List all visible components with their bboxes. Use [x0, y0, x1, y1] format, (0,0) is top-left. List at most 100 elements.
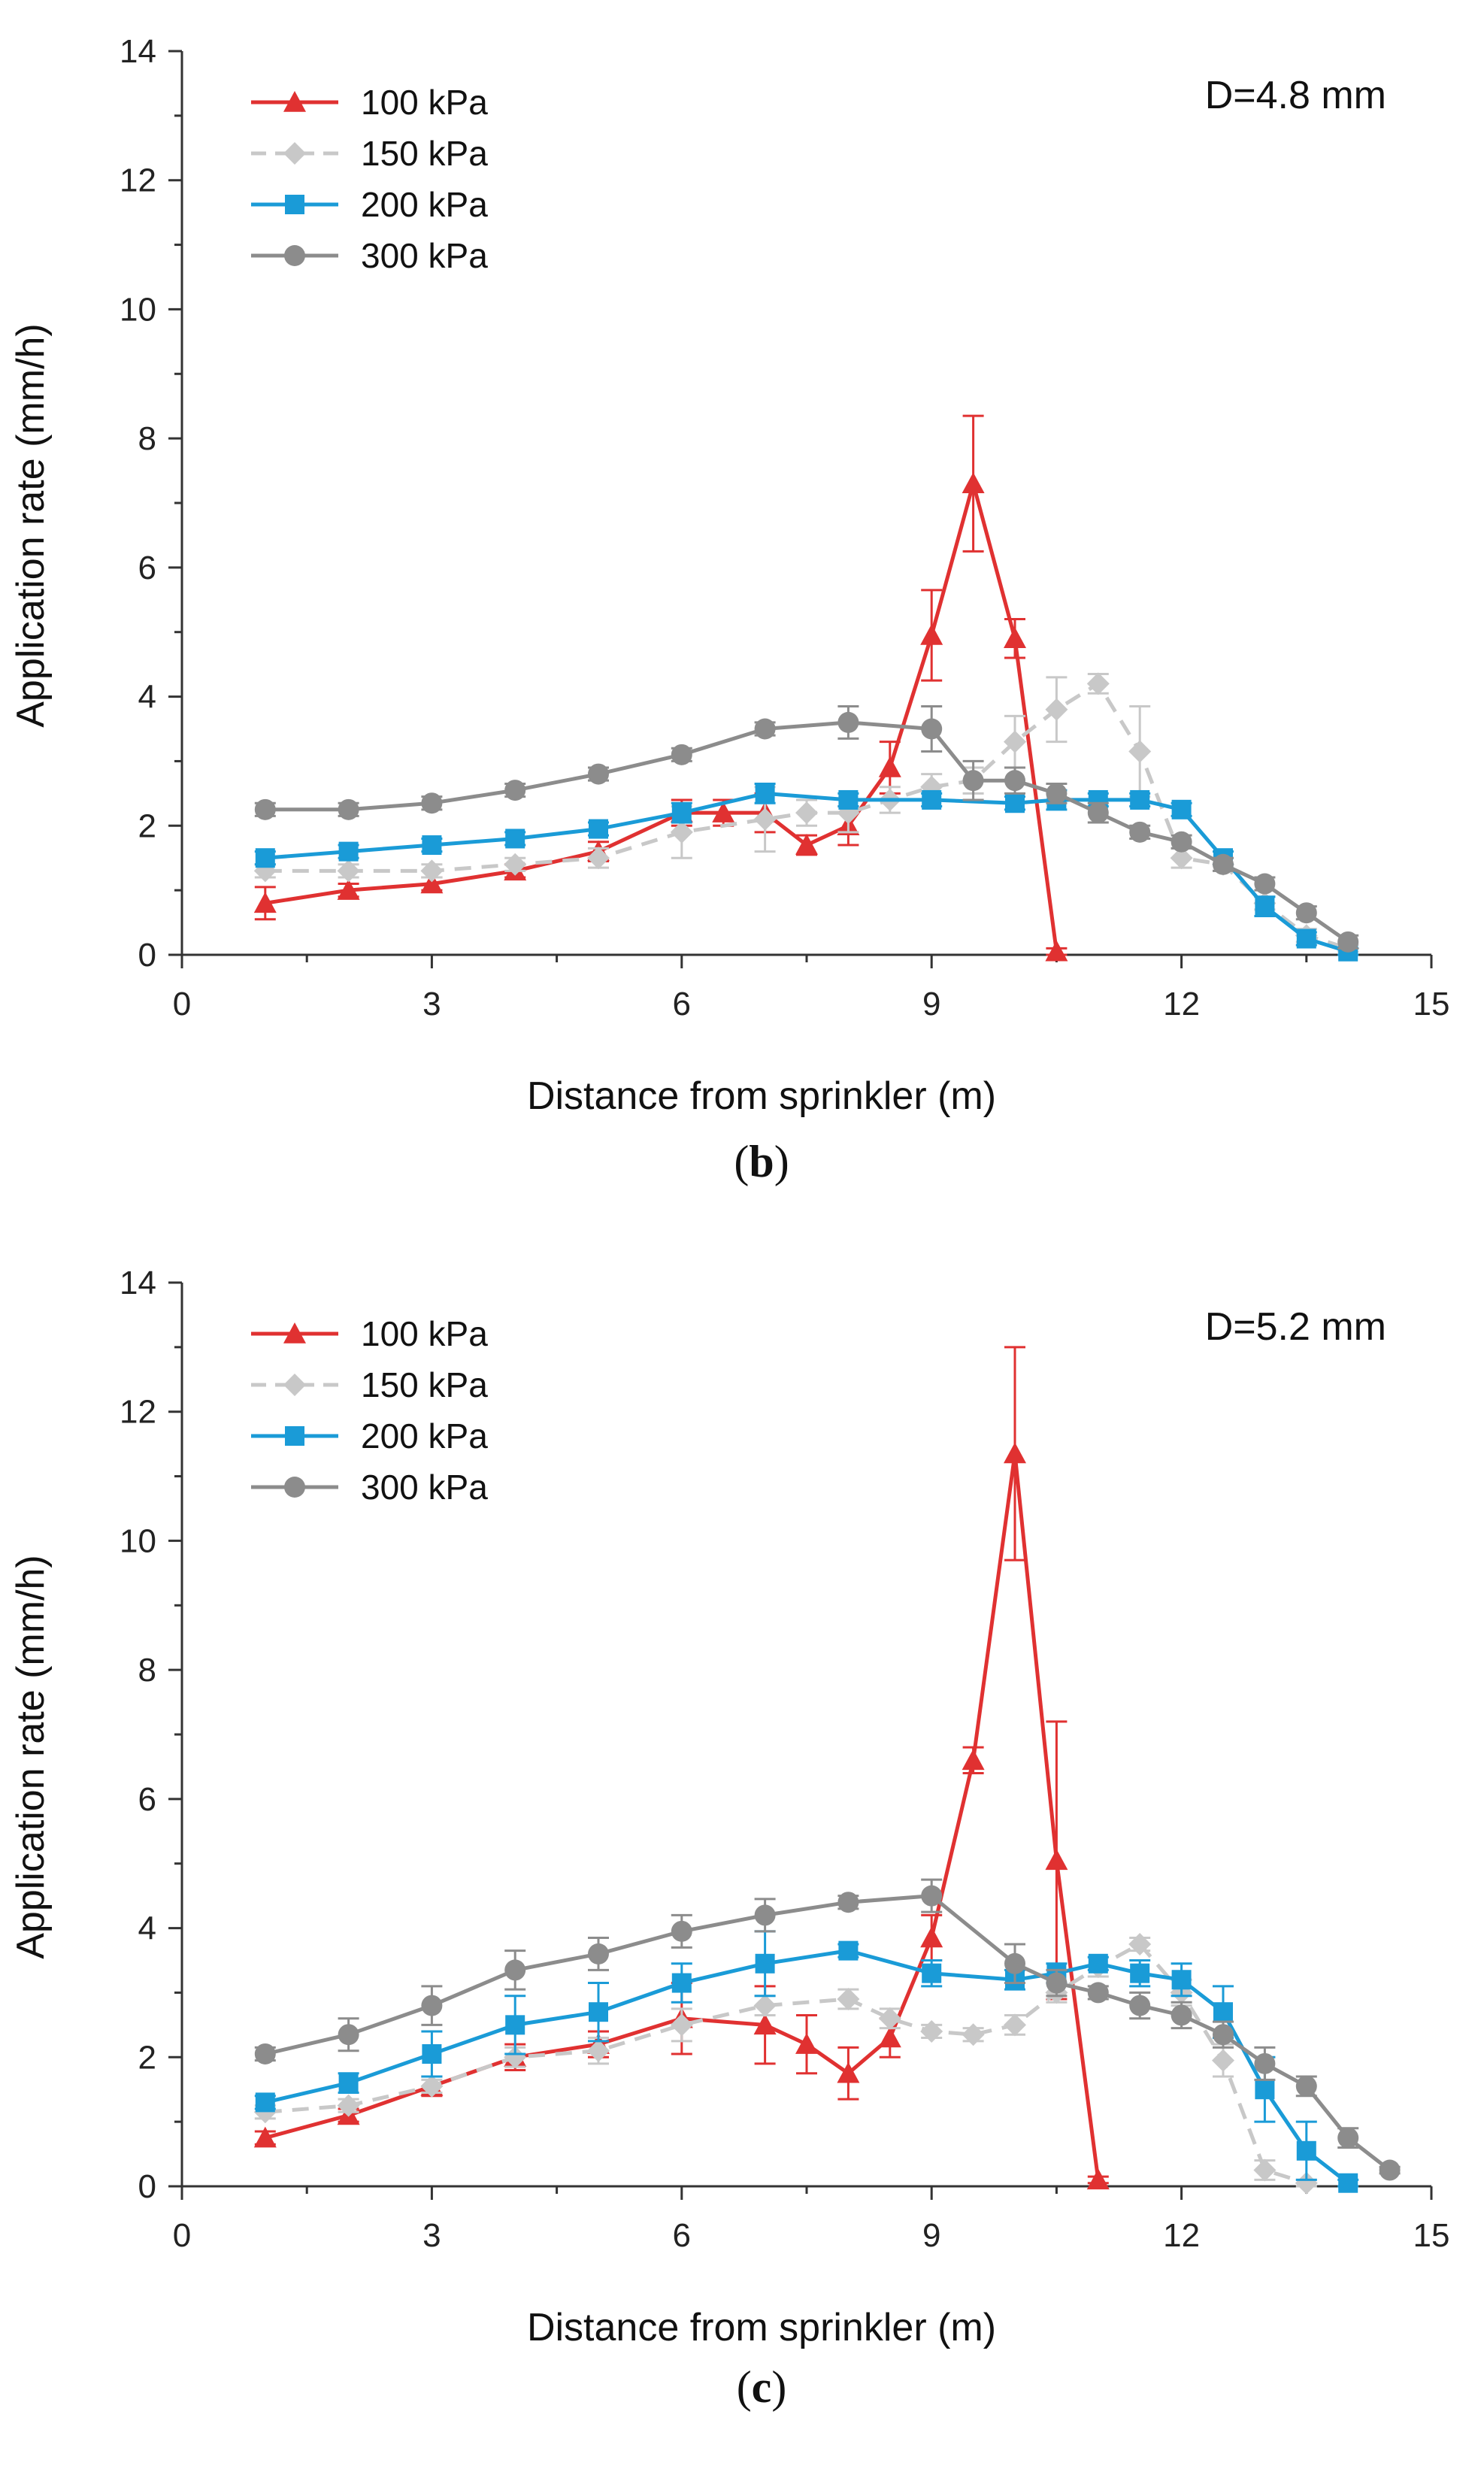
y-tick-label: 10	[120, 291, 156, 328]
data-point	[795, 834, 818, 855]
data-point	[1170, 847, 1193, 870]
y-axis-title: Application rate (mm/h)	[9, 323, 53, 728]
data-point	[1213, 2002, 1233, 2022]
data-point	[1296, 928, 1316, 949]
data-point	[1005, 793, 1025, 813]
data-point	[422, 2043, 442, 2064]
series-line	[265, 481, 1058, 953]
x-tick-label: 15	[1413, 986, 1450, 1022]
data-point	[753, 1994, 777, 2017]
data-point	[671, 1973, 692, 1993]
data-point	[837, 711, 859, 733]
data-point	[1171, 831, 1192, 853]
data-point	[1255, 2080, 1275, 2100]
data-point	[504, 780, 526, 801]
series-150-kpa	[253, 1933, 1318, 2195]
data-point	[1379, 2159, 1401, 2181]
x-axis-title: Distance from sprinkler (m)	[527, 1074, 996, 1118]
data-point	[920, 2019, 943, 2043]
x-axis-title: Distance from sprinkler (m)	[527, 2306, 996, 2349]
data-point	[1046, 1972, 1068, 1994]
data-point	[1338, 2173, 1358, 2193]
legend-marker	[283, 1322, 306, 1344]
data-point	[795, 801, 818, 825]
data-point	[589, 2002, 608, 2022]
y-tick-label: 2	[138, 2039, 156, 2076]
legend-marker	[285, 1426, 304, 1446]
x-tick-label: 6	[673, 986, 691, 1022]
x-tick-label: 12	[1163, 986, 1200, 1022]
legend-marker	[283, 1374, 306, 1396]
data-point	[1130, 789, 1150, 810]
legend-label: 200 kPa	[361, 185, 488, 224]
x-tick-label: 3	[422, 986, 441, 1022]
data-point	[755, 783, 775, 804]
data-point	[337, 859, 360, 883]
data-point	[1004, 627, 1026, 649]
y-tick-label: 6	[138, 1781, 156, 1818]
data-point	[755, 1953, 775, 1974]
data-point	[1128, 740, 1152, 763]
data-point	[338, 841, 359, 862]
data-point	[504, 2046, 527, 2069]
data-point	[1087, 1982, 1109, 2004]
legend-label: 150 kPa	[361, 1365, 488, 1404]
y-tick-label: 14	[120, 33, 156, 70]
data-point	[878, 756, 901, 777]
data-point	[838, 789, 859, 810]
data-point	[838, 1940, 859, 1961]
legend-marker	[283, 91, 306, 112]
y-tick-label: 8	[138, 1652, 156, 1689]
y-tick-label: 4	[138, 1910, 156, 1947]
data-point	[254, 798, 276, 820]
data-point	[337, 879, 360, 900]
data-point	[1046, 783, 1068, 804]
data-point	[504, 1959, 526, 1981]
legend-label: 150 kPa	[361, 134, 488, 173]
data-point	[338, 798, 359, 820]
legend: 100 kPa 150 kPa 200 kPa 300 kPa	[251, 1314, 488, 1507]
data-point	[1295, 2075, 1317, 2097]
data-point	[671, 803, 692, 823]
data-point	[1004, 2013, 1026, 2037]
y-axis-title: Application rate (mm/h)	[9, 1555, 53, 1959]
data-point	[1171, 2004, 1192, 2026]
data-point	[1213, 853, 1234, 875]
legend-marker	[284, 245, 305, 266]
data-point	[1213, 2024, 1234, 2046]
data-point	[837, 2061, 860, 2083]
data-point	[1045, 1849, 1068, 1871]
series-300-kpa	[254, 704, 1359, 953]
data-point	[1296, 2140, 1316, 2161]
data-point	[1004, 1442, 1026, 1464]
series-line	[265, 1942, 1307, 2186]
legend-marker	[283, 142, 306, 165]
data-point	[1254, 873, 1276, 895]
panel-label: (b)	[734, 1137, 789, 1186]
series-200-kpa	[254, 782, 1359, 962]
data-point	[420, 2074, 444, 2098]
chart-panel-c: 0 3 6 9 12 15 0 2 4 6 8 10 12 14 Distance from sprinkl…	[9, 1265, 1449, 2412]
data-point	[1171, 1970, 1192, 1990]
x-tick-label: 12	[1163, 2217, 1200, 2254]
data-point	[920, 624, 943, 645]
legend-label: 200 kPa	[361, 1416, 488, 1456]
data-point	[254, 2043, 276, 2064]
data-point	[587, 847, 610, 870]
data-point	[921, 1885, 943, 1907]
data-point	[422, 835, 442, 856]
series-line	[265, 1949, 1349, 2185]
series-300-kpa	[254, 1878, 1401, 2181]
legend-marker	[285, 195, 304, 214]
data-point	[1255, 896, 1275, 916]
data-point	[671, 1920, 692, 1942]
y-tick-label: 4	[138, 679, 156, 716]
data-point	[420, 872, 444, 894]
data-point	[1045, 698, 1068, 721]
data-point	[1130, 1963, 1150, 1983]
data-point	[922, 789, 942, 810]
data-point	[255, 2092, 275, 2113]
y-tick-label: 12	[120, 1394, 156, 1431]
x-tick-label: 6	[673, 2217, 691, 2254]
